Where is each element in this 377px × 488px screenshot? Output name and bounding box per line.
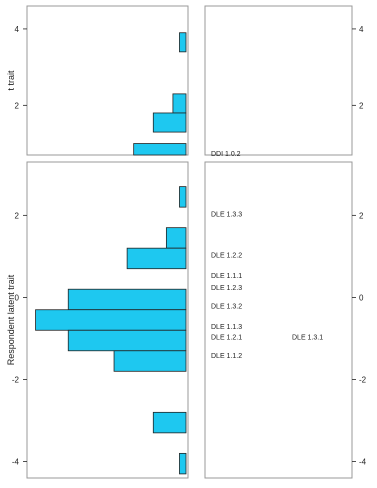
y-tick-label: -2 (12, 376, 20, 385)
item-label: DLE 1.1.3 (211, 324, 242, 331)
histogram-bar (67, 329, 187, 352)
y-axis-label: Respondent latent trait (6, 274, 16, 365)
right-tick-label: 4 (359, 25, 364, 34)
y-tick-label: 4 (15, 25, 20, 34)
y-axis-label: t trait (6, 70, 16, 91)
panel-frame-top-right (204, 5, 353, 156)
right-tick-label: 2 (359, 211, 364, 220)
y-tick-label: 2 (15, 211, 20, 220)
y-tick-label: 0 (15, 293, 20, 302)
item-label: DDI 1.0.2 (211, 151, 241, 158)
histogram-bar (35, 309, 187, 331)
item-label: DLE 1.2.3 (211, 285, 242, 292)
item-label: DLE 1.1.1 (211, 273, 242, 280)
histogram-bar (152, 112, 187, 133)
histogram-bar (172, 93, 187, 114)
panel-frame-bottom-left (26, 161, 189, 479)
item-label: DLE 1.3.1 (292, 334, 323, 341)
right-tick-label: 2 (359, 101, 364, 110)
panel-frame-bottom-right (204, 161, 353, 479)
right-tick-label: 0 (359, 293, 364, 302)
histogram-bar (133, 143, 187, 156)
item-label: DLE 1.3.2 (211, 304, 242, 311)
item-label: DLE 1.2.1 (211, 334, 242, 341)
y-tick-label: 2 (15, 101, 20, 110)
item-label: DLE 1.3.3 (211, 211, 242, 218)
right-tick-label: -2 (359, 376, 367, 385)
item-label: DLE 1.2.2 (211, 252, 242, 259)
histogram-bar (179, 186, 187, 208)
item-label: DLE 1.1.2 (211, 353, 242, 360)
y-tick-label: -4 (12, 458, 20, 467)
histogram-bar (179, 452, 187, 475)
histogram-bar (165, 227, 187, 249)
panel-frame-top-left (26, 5, 189, 156)
right-tick-label: -4 (359, 458, 367, 467)
histogram-bar (67, 288, 187, 311)
histogram-bar (179, 32, 187, 53)
histogram-bar (126, 247, 187, 270)
histogram-bar (113, 350, 187, 372)
histogram-bar (152, 411, 187, 434)
